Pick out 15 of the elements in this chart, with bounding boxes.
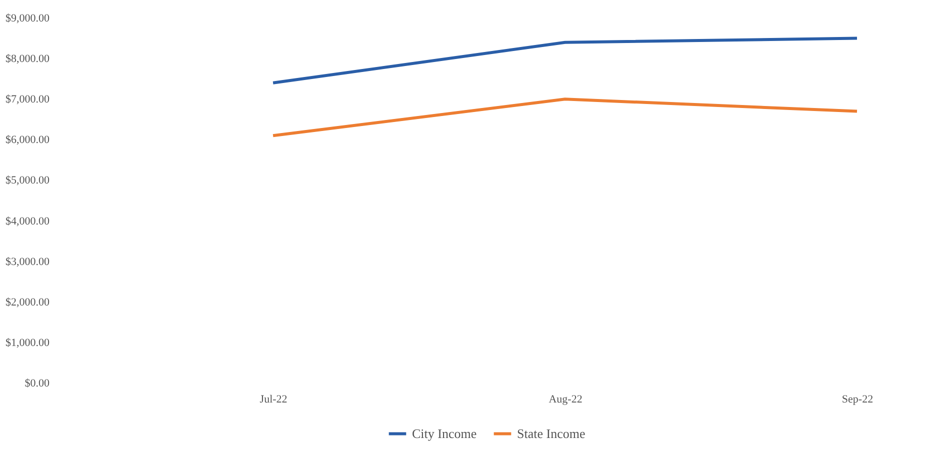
y-tick-label: $5,000.00 <box>6 174 50 187</box>
x-tick-label: Aug-22 <box>548 394 582 406</box>
y-tick-label: $3,000.00 <box>6 256 50 268</box>
y-tick-label: $7,000.00 <box>6 94 50 106</box>
y-tick-label: $4,000.00 <box>6 215 50 228</box>
legend-label: City Income <box>412 426 477 441</box>
x-tick-label: Sep-22 <box>842 394 874 406</box>
y-tick-label: $9,000.00 <box>6 12 50 24</box>
y-tick-label: $6,000.00 <box>6 134 50 146</box>
legend-label: State Income <box>517 426 586 441</box>
x-tick-label: Jul-22 <box>260 394 288 406</box>
y-tick-label: $1,000.00 <box>6 336 50 349</box>
y-tick-label: $2,000.00 <box>6 296 50 308</box>
y-tick-label: $8,000.00 <box>6 53 50 66</box>
y-tick-label: $0.00 <box>24 378 50 390</box>
